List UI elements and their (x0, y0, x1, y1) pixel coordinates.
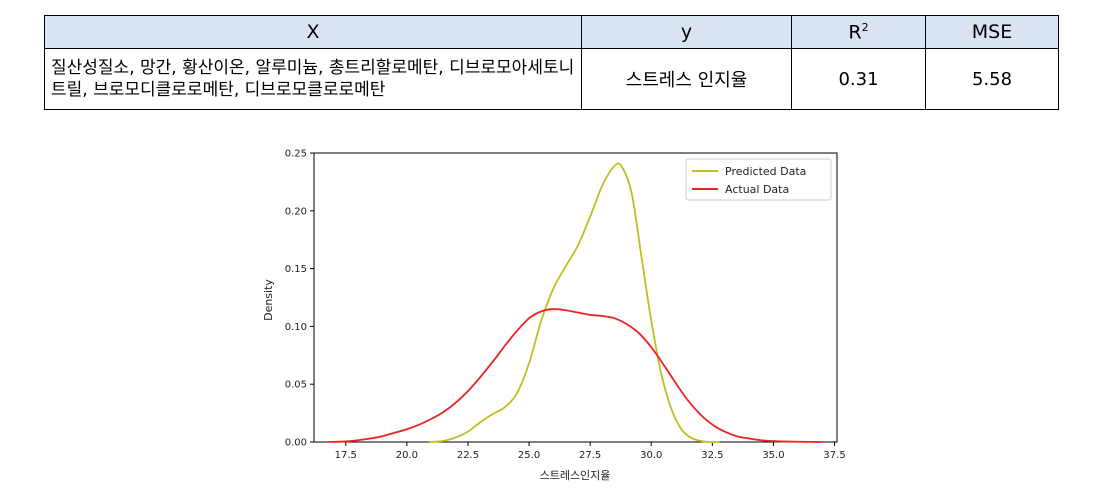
x-tick-label: 17.5 (335, 450, 357, 461)
legend-label-actual-data: Actual Data (725, 183, 789, 196)
series-line-predicted-data (428, 162, 720, 443)
x-tick-label: 30.0 (640, 450, 662, 461)
table-header-row: X y R2 MSE (44, 15, 1059, 49)
y-tick-label: 0.20 (285, 206, 307, 217)
x-axis-label: 스트레스인지율 (540, 469, 611, 482)
y-axis-label: Density (262, 279, 275, 321)
density-chart: 17.5 20.0 22.5 25.0 27.5 30.0 32.5 35.0 37.5 0.00… (262, 149, 846, 483)
y-tick-label: 0.00 (285, 438, 307, 449)
header-x: X (44, 15, 582, 49)
header-r2: R2 (791, 15, 926, 49)
x-tick-label: 22.5 (457, 450, 479, 461)
x-tick-label: 35.0 (762, 450, 784, 461)
cell-x-variables: 질산성질소, 망간, 황산이온, 알루미늄, 총트리할로메탄, 디브로모아세토니… (44, 48, 582, 110)
x-tick-label: 32.5 (701, 450, 723, 461)
table-row: 질산성질소, 망간, 황산이온, 알루미늄, 총트리할로메탄, 디브로모아세토니… (44, 48, 1059, 110)
y-tick-label: 0.05 (285, 380, 307, 391)
x-tick-label: 27.5 (579, 450, 601, 461)
header-r2-superscript: 2 (861, 20, 869, 34)
header-mse: MSE (925, 15, 1059, 49)
legend-label-predicted-data: Predicted Data (725, 165, 806, 178)
cell-r2: 0.31 (791, 48, 926, 110)
plot-area: 17.5 20.0 22.5 25.0 27.5 30.0 32.5 35.0 37.5 0.00… (285, 149, 846, 462)
y-tick-label: 0.25 (285, 149, 307, 160)
cell-y-variable: 스트레스 인지율 (581, 48, 792, 110)
plot-frame (313, 152, 838, 443)
x-tick-label: 25.0 (518, 450, 540, 461)
results-table: X y R2 MSE 질산성질소, 망간, 황산이온, 알루미늄, 총트리할로메… (44, 15, 1059, 110)
x-tick-label: 20.0 (396, 450, 418, 461)
series-line-actual-data (328, 308, 823, 443)
legend-box (685, 158, 832, 201)
x-tick-label: 37.5 (823, 450, 845, 461)
header-y: y (581, 15, 792, 49)
y-tick-label: 0.15 (285, 264, 307, 275)
y-tick-label: 0.10 (285, 322, 307, 333)
header-r2-base: R (848, 21, 862, 44)
cell-mse: 5.58 (925, 48, 1059, 110)
